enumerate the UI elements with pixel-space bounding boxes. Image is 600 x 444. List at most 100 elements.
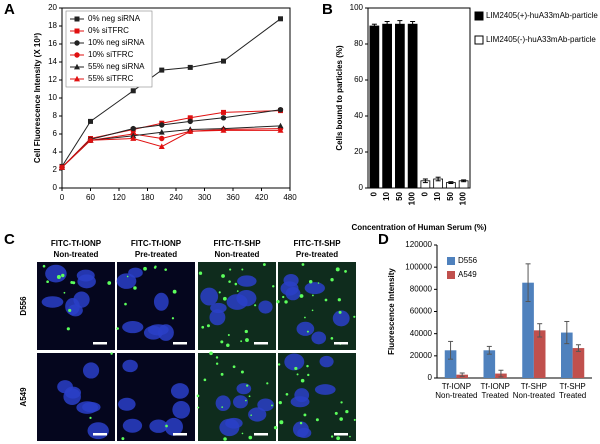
green-spot [300, 378, 305, 383]
green-spot [345, 409, 349, 414]
y-tick-label: 60 [354, 75, 363, 84]
series-line [61, 128, 281, 168]
green-spot [229, 268, 232, 271]
green-spot [222, 296, 227, 301]
nucleus [118, 397, 136, 411]
legend-marker [74, 52, 80, 58]
nucleus [285, 286, 301, 301]
x-tick-label: 10 [433, 191, 442, 200]
green-spot [340, 401, 343, 404]
series-line [61, 110, 281, 168]
green-spot [234, 282, 238, 286]
marker [88, 118, 93, 124]
y-axis-label: Cells bound to particles (%) [335, 45, 344, 151]
green-spot [278, 400, 282, 405]
marker [130, 88, 136, 94]
x-tick-label: Tf-IONP [480, 382, 509, 391]
green-spot [61, 273, 65, 278]
x-tick-label: 60 [86, 193, 95, 202]
legend-swatch [474, 35, 484, 45]
x-tick-label: 420 [255, 193, 269, 202]
column-header: FITC-Tf-IONP [51, 239, 102, 248]
nucleus [41, 296, 64, 308]
x-axis-label: Concentration of Human Serum (%) [351, 223, 486, 232]
green-spot [126, 275, 129, 278]
nucleus [311, 331, 327, 345]
x-tick-label: 120 [112, 193, 126, 202]
column-header: Non-treated [54, 250, 99, 259]
green-spot [42, 264, 46, 268]
y-tick-label: 14 [48, 57, 57, 66]
y-tick-label: 40000 [410, 329, 433, 338]
nucleus [237, 275, 257, 287]
legend-label: A549 [458, 270, 477, 279]
marker [159, 122, 165, 128]
green-spot [110, 352, 113, 355]
scale-bar [173, 433, 187, 436]
y-tick-label: 12 [48, 75, 57, 84]
nucleus [57, 380, 73, 394]
marker [278, 16, 283, 22]
y-tick-label: 20000 [410, 351, 433, 360]
green-spot [299, 421, 303, 425]
green-spot [317, 282, 320, 284]
marker [221, 109, 226, 115]
legend-label: 10% neg siRNA [88, 38, 145, 47]
nucleus [296, 321, 315, 336]
nucleus [236, 383, 252, 395]
green-spot [330, 337, 334, 340]
x-tick-label: 360 [226, 193, 240, 202]
green-spot [124, 302, 127, 306]
marker [187, 115, 193, 121]
x-tick-label: Non-treated [513, 391, 555, 400]
green-spot [240, 340, 243, 343]
panel-label: A [4, 1, 15, 18]
green-spot [349, 435, 351, 438]
green-spot [68, 308, 72, 313]
green-spot [306, 364, 309, 368]
green-spot [296, 373, 299, 376]
nucleus [258, 300, 273, 314]
green-spot [315, 418, 319, 422]
nucleus [82, 362, 100, 379]
legend-label: 0% neg siRNA [88, 14, 141, 23]
marker [158, 143, 165, 149]
x-tick-label: 300 [198, 193, 212, 202]
green-spot [66, 327, 70, 331]
y-tick-label: 4 [53, 147, 58, 156]
green-spot [353, 315, 356, 318]
scale-bar [334, 342, 348, 345]
microscopy-grid: FITC-Tf-IONP Non-treated FITC-Tf-IONP Pre-t… [19, 239, 356, 441]
nucleus [122, 359, 138, 373]
y-tick-label: 0 [359, 183, 364, 192]
green-spot [232, 365, 236, 369]
marker [159, 67, 165, 73]
nucleus [82, 402, 101, 413]
green-spot [165, 424, 168, 428]
y-axis-label: Cell Fluorescence Intensity (X 10³) [33, 33, 42, 164]
green-spot [218, 291, 221, 294]
legend-label: 10% siTFRC [88, 50, 134, 59]
green-spot [215, 356, 219, 359]
green-spot [72, 281, 76, 285]
nucleus [284, 353, 305, 371]
nucleus [297, 427, 312, 438]
nucleus [283, 274, 299, 287]
column-header: FITC-Tf-SHP [293, 239, 341, 248]
legend-marker [74, 16, 80, 22]
bar [395, 23, 405, 189]
green-spot [262, 263, 266, 266]
bar [533, 330, 546, 378]
legend-marker [74, 63, 80, 70]
green-spot [121, 437, 125, 441]
green-spot [303, 413, 307, 417]
marker [220, 115, 227, 121]
row-label: D556 [19, 296, 28, 316]
green-spot [227, 334, 230, 337]
x-tick-label: Non-treated [435, 391, 477, 400]
x-tick-label: 50 [446, 191, 455, 200]
column-header: FITC-Tf-IONP [131, 239, 182, 248]
marker [87, 137, 94, 143]
y-tick-label: 0 [428, 373, 433, 382]
